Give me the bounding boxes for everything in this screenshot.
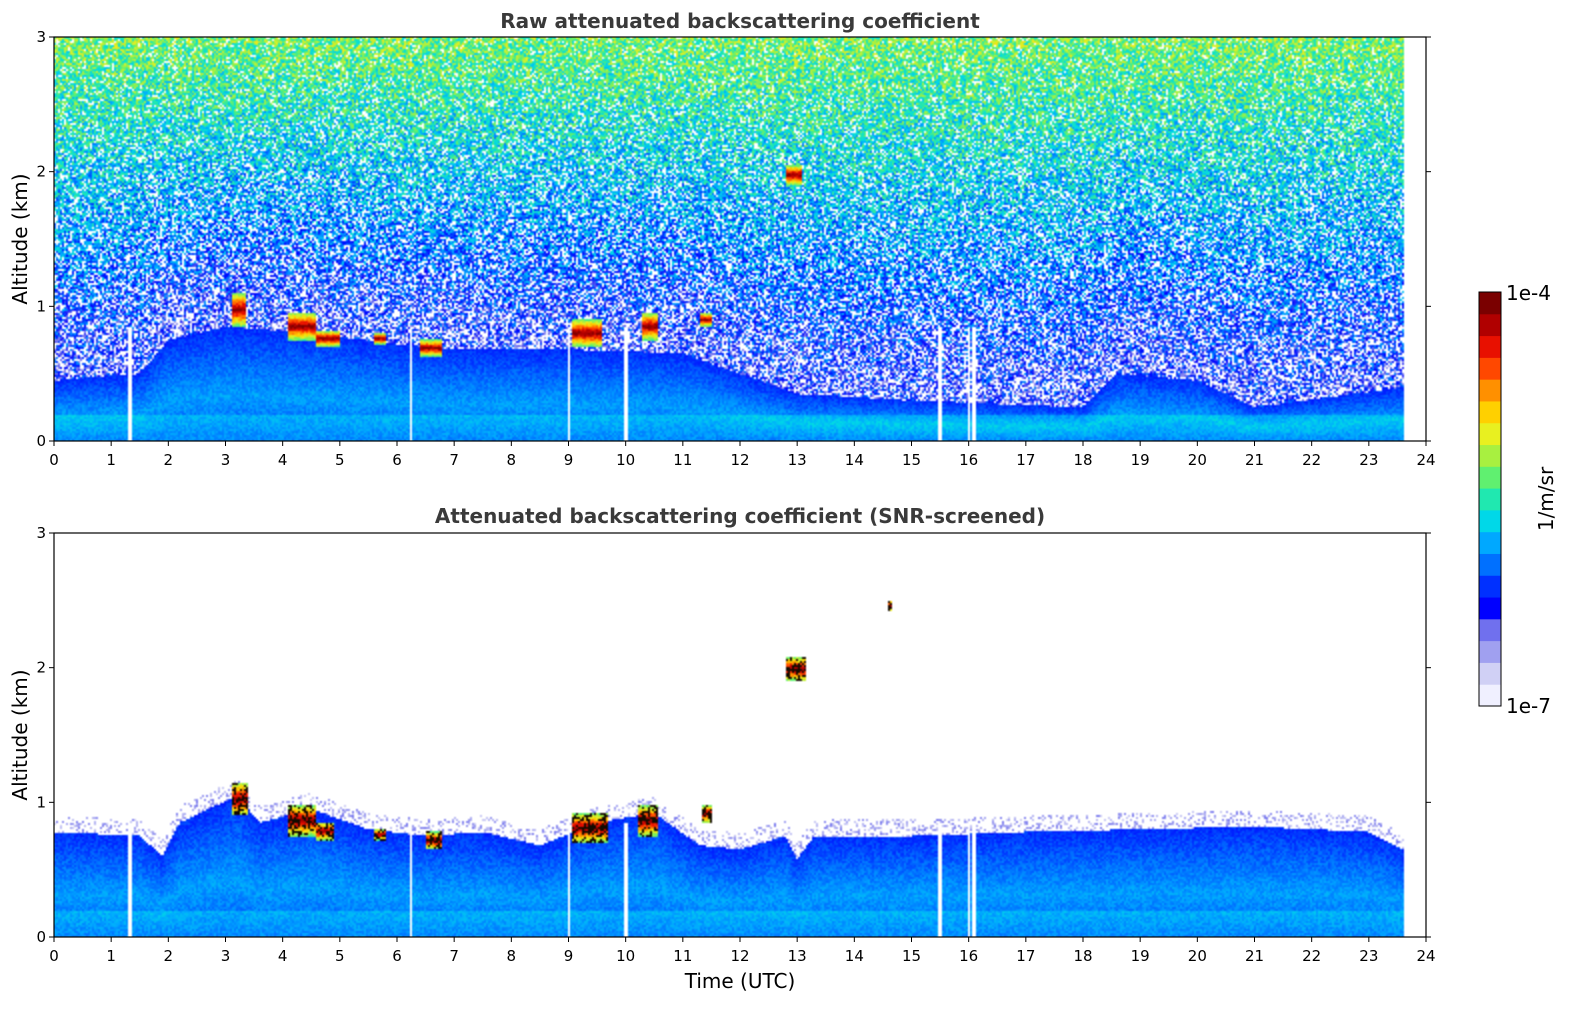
x-tick-label: 23 xyxy=(1359,947,1378,965)
x-tick-label: 9 xyxy=(564,947,574,965)
x-tick-label: 5 xyxy=(335,451,345,469)
x-tick-label: 24 xyxy=(1416,947,1435,965)
x-tick-label: 21 xyxy=(1245,451,1264,469)
colorbar-swatch xyxy=(1479,662,1501,685)
colorbar-swatch xyxy=(1479,553,1501,576)
x-tick-label: 12 xyxy=(730,451,749,469)
colorbar-swatch xyxy=(1479,335,1501,358)
colorbar-swatch xyxy=(1479,379,1501,402)
colorbar-swatch xyxy=(1479,488,1501,511)
colorbar-swatch xyxy=(1479,684,1501,707)
colorbar-swatch xyxy=(1479,313,1501,337)
y-tick-label: 0 xyxy=(36,928,46,946)
y-tick-label: 0 xyxy=(36,432,46,450)
colorbar-swatch xyxy=(1479,640,1501,663)
raw-y-axis-label: Altitude (km) xyxy=(8,173,32,304)
raw-y-axis-ticks: 0 1 2 3 xyxy=(36,28,1431,450)
x-tick-label: 6 xyxy=(392,947,402,965)
x-tick-label: 3 xyxy=(221,947,231,965)
colorbar-unit-label: 1/m/sr xyxy=(1534,466,1558,531)
x-tick-label: 4 xyxy=(278,451,288,469)
x-tick-label: 19 xyxy=(1131,947,1150,965)
raw-x-axis-ticks: 0 1 2 3 4 5 6 7 8 9 10 11 12 13 14 15 16 17 18 19 20 21 22 23 24 xyxy=(49,441,1436,469)
screened-y-axis-label: Altitude (km) xyxy=(8,669,32,800)
x-tick-label: 21 xyxy=(1245,947,1264,965)
raw-backscatter-heatmap xyxy=(54,37,1426,441)
x-tick-label: 11 xyxy=(673,947,692,965)
colorbar-swatch xyxy=(1479,575,1501,598)
x-tick-label: 3 xyxy=(221,451,231,469)
y-tick-label: 1 xyxy=(36,793,46,811)
y-tick-label: 3 xyxy=(36,524,46,542)
colorbar-swatch xyxy=(1479,531,1501,554)
x-tick-label: 10 xyxy=(616,451,635,469)
screened-panel-title: Attenuated backscattering coefficient (S… xyxy=(435,504,1045,528)
x-tick-label: 20 xyxy=(1188,947,1207,965)
x-tick-label: 13 xyxy=(788,947,807,965)
screened-backscatter-panel: Attenuated backscattering coefficient (S… xyxy=(8,504,1436,993)
colorbar-swatch xyxy=(1479,357,1501,380)
colorbar-swatch xyxy=(1479,509,1501,533)
colorbar-frame xyxy=(1478,291,1502,707)
y-tick-label: 2 xyxy=(36,163,46,181)
x-tick-label: 18 xyxy=(1073,947,1092,965)
x-tick-label: 10 xyxy=(616,947,635,965)
x-tick-label: 8 xyxy=(507,451,517,469)
x-tick-label: 15 xyxy=(902,947,921,965)
colorbar-min-label: 1e-7 xyxy=(1506,694,1551,718)
colorbar: 1e-4 1e-7 1/m/sr xyxy=(1478,281,1558,718)
colorbar-swatch xyxy=(1479,400,1501,424)
colorbar-swatch xyxy=(1479,618,1501,642)
screened-x-axis-ticks: 0 1 2 3 4 5 6 7 8 9 10 11 12 13 14 15 16 17 18 19 20 21 22 23 24 xyxy=(49,937,1436,965)
colorbar-swatch xyxy=(1479,444,1501,467)
x-tick-label: 12 xyxy=(730,947,749,965)
colorbar-gradient xyxy=(1479,292,1501,707)
x-tick-label: 9 xyxy=(564,451,574,469)
x-tick-label: 16 xyxy=(959,947,978,965)
y-tick-label: 2 xyxy=(36,659,46,677)
x-tick-label: 7 xyxy=(449,451,459,469)
x-axis-label: Time (UTC) xyxy=(684,969,796,993)
x-tick-label: 14 xyxy=(845,451,864,469)
colorbar-swatch xyxy=(1479,466,1501,489)
x-tick-label: 16 xyxy=(959,451,978,469)
x-tick-label: 17 xyxy=(1016,947,1035,965)
x-tick-label: 18 xyxy=(1073,451,1092,469)
x-tick-label: 19 xyxy=(1131,451,1150,469)
colorbar-swatch xyxy=(1479,597,1501,620)
x-tick-label: 17 xyxy=(1016,451,1035,469)
x-tick-label: 13 xyxy=(788,451,807,469)
x-tick-label: 11 xyxy=(673,451,692,469)
y-tick-label: 1 xyxy=(36,297,46,315)
colorbar-swatch xyxy=(1479,422,1501,446)
y-tick-label: 3 xyxy=(36,28,46,46)
x-tick-label: 15 xyxy=(902,451,921,469)
x-tick-label: 7 xyxy=(449,947,459,965)
x-tick-label: 5 xyxy=(335,947,345,965)
x-tick-label: 1 xyxy=(106,947,116,965)
x-tick-label: 23 xyxy=(1359,451,1378,469)
x-tick-label: 24 xyxy=(1416,451,1435,469)
x-tick-label: 2 xyxy=(164,947,174,965)
x-tick-label: 0 xyxy=(49,947,59,965)
raw-panel-title: Raw attenuated backscattering coefficien… xyxy=(500,9,980,33)
x-tick-label: 6 xyxy=(392,451,402,469)
x-tick-label: 1 xyxy=(106,451,116,469)
x-tick-label: 22 xyxy=(1302,451,1321,469)
raw-backscatter-panel: Raw attenuated backscattering coefficien… xyxy=(8,9,1436,469)
x-tick-label: 8 xyxy=(507,947,517,965)
x-tick-label: 0 xyxy=(49,451,59,469)
x-tick-label: 22 xyxy=(1302,947,1321,965)
x-tick-label: 20 xyxy=(1188,451,1207,469)
x-tick-label: 14 xyxy=(845,947,864,965)
colorbar-max-label: 1e-4 xyxy=(1506,281,1551,305)
screened-y-axis-ticks: 0 1 2 3 xyxy=(36,524,1431,946)
x-tick-label: 4 xyxy=(278,947,288,965)
x-tick-label: 2 xyxy=(164,451,174,469)
colorbar-swatch xyxy=(1479,292,1501,315)
screened-backscatter-heatmap xyxy=(54,533,1426,937)
